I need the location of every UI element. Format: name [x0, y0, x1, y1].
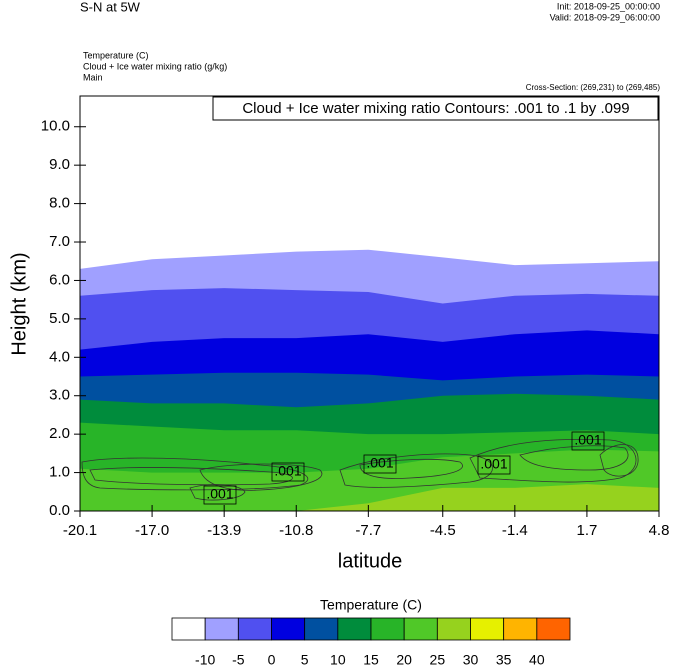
y-tick-label: 4.0	[49, 348, 70, 365]
colorbar-label: 35	[496, 652, 512, 668]
contour-labels: .001 .001 .001 .001 .001	[203, 431, 605, 505]
colorbar-label: 5	[301, 652, 309, 668]
contour-label: .001	[574, 432, 601, 448]
contour-label-box	[363, 454, 397, 474]
y-tick-label: 2.0	[49, 425, 70, 442]
contour-label: .001	[206, 486, 233, 502]
colorbar-box	[304, 617, 339, 641]
chart-title: S-N at 5W	[80, 0, 141, 14]
colorbar-label: 15	[363, 652, 379, 668]
y-tick-label: 9.0	[49, 156, 70, 173]
contour-label-box	[477, 455, 511, 475]
y-tick-label: 5.0	[49, 310, 70, 327]
temperature-band	[80, 484, 659, 511]
x-tick-label: 1.7	[576, 522, 597, 539]
contour-label-box	[571, 431, 605, 451]
y-axis-label: Height (km)	[8, 252, 30, 355]
colorbar-box	[536, 617, 571, 641]
cross-section: Cross-Section: (269,231) to (269,485)	[526, 83, 661, 92]
y-tick-label: 1.0	[49, 464, 70, 481]
y-tick-label: 0.0	[49, 502, 70, 519]
contour-label-box	[271, 462, 305, 482]
contour-label: .001	[366, 455, 393, 471]
info-box	[212, 96, 659, 121]
x-tick-label: 4.8	[649, 522, 670, 539]
colorbar-box	[403, 617, 438, 641]
valid-time: Valid: 2018-09-29_06:00:00	[550, 12, 660, 22]
colorbar-label: -10	[195, 652, 215, 668]
x-tick-label: -7.7	[355, 522, 381, 539]
plot-frame	[79, 95, 660, 512]
colorbar-box	[171, 617, 206, 641]
y-tick-label: 8.0	[49, 195, 70, 212]
colorbar-label: 20	[396, 652, 412, 668]
contour-label: .001	[480, 456, 507, 472]
colorbar-title: Temperature (C)	[320, 597, 422, 613]
colorbar-box	[370, 617, 405, 641]
x-tick-label: -13.9	[207, 522, 241, 539]
colorbar-box	[470, 617, 505, 641]
x-tick-label: -4.5	[430, 522, 456, 539]
colorbar-label: 25	[430, 652, 446, 668]
colorbar-label: 30	[463, 652, 479, 668]
colorbar-box	[237, 617, 272, 641]
colorbar-label: -5	[232, 652, 245, 668]
field-label: Cloud + Ice water mixing ratio (g/kg)	[83, 61, 227, 71]
contour-info: Cloud + Ice water mixing ratio Contours:…	[242, 100, 629, 117]
x-axis-label: latitude	[338, 550, 403, 572]
contour-label: .001	[274, 463, 301, 479]
x-tick-label: -17.0	[135, 522, 169, 539]
cloud-contours	[81, 438, 639, 501]
colorbar-box	[271, 617, 306, 641]
colorbar-box	[337, 617, 372, 641]
colorbar-box	[204, 617, 239, 641]
filled-contours	[80, 249, 659, 511]
y-tick-label: 10.0	[41, 118, 70, 135]
y-tick-label: 6.0	[49, 271, 70, 288]
colorbar-label: 10	[330, 652, 346, 668]
y-tick-label: 3.0	[49, 387, 70, 404]
x-tick-label: -10.8	[279, 522, 313, 539]
contour-label-box	[203, 485, 237, 505]
colorbar-box	[503, 617, 538, 641]
x-tick-label: -1.4	[502, 522, 528, 539]
init-time: Init: 2018-09-25_00:00:00	[557, 1, 660, 11]
y-tick-label: 7.0	[49, 233, 70, 250]
colorbar-box	[436, 617, 471, 641]
field-label: Temperature (C)	[83, 50, 149, 60]
field-label: Main	[83, 72, 103, 82]
colorbar-label: 40	[529, 652, 545, 668]
colorbar-label: 0	[268, 652, 276, 668]
x-tick-label: -20.1	[63, 522, 97, 539]
